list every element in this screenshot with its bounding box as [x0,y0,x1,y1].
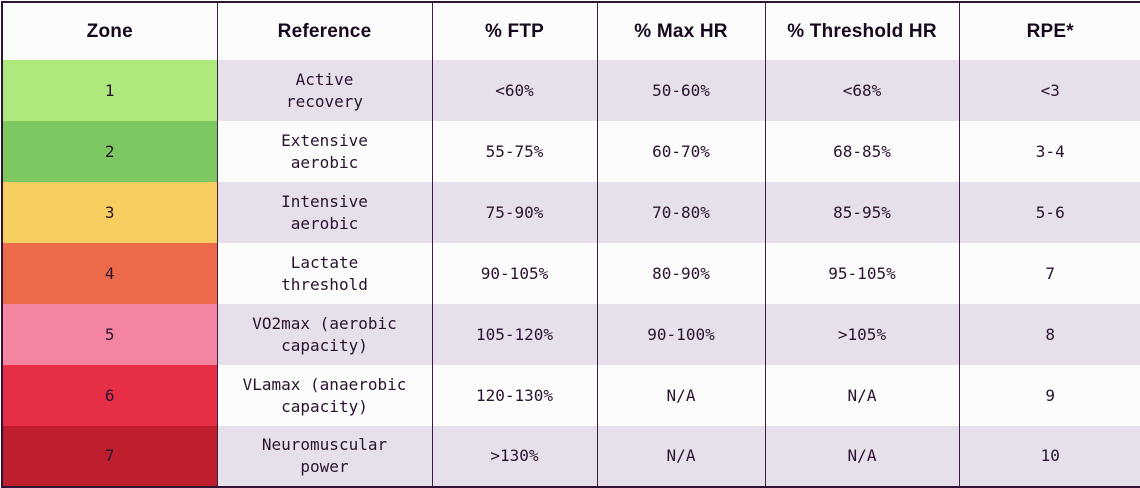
zone-number-cell: 4 [2,243,217,304]
ftp-cell: >130% [431,426,597,487]
zone-number-cell: 2 [2,121,217,182]
ftp-cell: 90-105% [431,243,597,304]
ftp-cell: 105-120% [431,304,597,365]
reference-cell: Extensive aerobic [216,121,432,182]
reference-cell: VLamax (anaerobic capacity) [216,365,432,426]
max-hr-cell: 90-100% [596,304,765,365]
max-hr-cell: N/A [596,426,765,487]
table-header-row: Zone Reference % FTP % Max HR % Threshol… [2,2,1140,60]
column-header-max-hr: % Max HR [596,2,765,60]
column-header-rpe: RPE* [958,2,1140,60]
zone-number-cell: 5 [2,304,217,365]
reference-cell: Intensive aerobic [216,182,432,243]
table-row: 3 Intensive aerobic 75-90% 70-80% 85-95%… [2,182,1140,243]
ftp-cell: 75-90% [431,182,597,243]
table-row: 7 Neuromuscular power >130% N/A N/A 10 [2,426,1140,487]
table-row: 2 Extensive aerobic 55-75% 60-70% 68-85%… [2,121,1140,182]
ftp-cell: <60% [431,60,597,121]
rpe-cell: 5-6 [958,182,1140,243]
threshold-hr-cell: N/A [764,426,959,487]
column-header-threshold-hr: % Threshold HR [764,2,959,60]
reference-cell: VO2max (aerobic capacity) [216,304,432,365]
rpe-cell: 7 [958,243,1140,304]
reference-cell: Lactate threshold [216,243,432,304]
max-hr-cell: 60-70% [596,121,765,182]
rpe-cell: 8 [958,304,1140,365]
threshold-hr-cell: 68-85% [764,121,959,182]
reference-cell: Neuromuscular power [216,426,432,487]
table-row: 6 VLamax (anaerobic capacity) 120-130% N… [2,365,1140,426]
zone-number-cell: 3 [2,182,217,243]
zone-number-cell: 7 [2,426,217,487]
max-hr-cell: 70-80% [596,182,765,243]
max-hr-cell: 80-90% [596,243,765,304]
max-hr-cell: N/A [596,365,765,426]
threshold-hr-cell: >105% [764,304,959,365]
zone-number-cell: 1 [2,60,217,121]
table-row: 5 VO2max (aerobic capacity) 105-120% 90-… [2,304,1140,365]
table-row: 4 Lactate threshold 90-105% 80-90% 95-10… [2,243,1140,304]
ftp-cell: 120-130% [431,365,597,426]
threshold-hr-cell: 85-95% [764,182,959,243]
column-header-reference: Reference [216,2,432,60]
table-row: 1 Active recovery <60% 50-60% <68% <3 [2,60,1140,121]
reference-cell: Active recovery [216,60,432,121]
ftp-cell: 55-75% [431,121,597,182]
rpe-cell: 10 [958,426,1140,487]
column-header-ftp: % FTP [431,2,597,60]
threshold-hr-cell: 95-105% [764,243,959,304]
zone-number-cell: 6 [2,365,217,426]
threshold-hr-cell: <68% [764,60,959,121]
rpe-cell: 3-4 [958,121,1140,182]
max-hr-cell: 50-60% [596,60,765,121]
rpe-cell: <3 [958,60,1140,121]
rpe-cell: 9 [958,365,1140,426]
threshold-hr-cell: N/A [764,365,959,426]
column-header-zone: Zone [2,2,217,60]
